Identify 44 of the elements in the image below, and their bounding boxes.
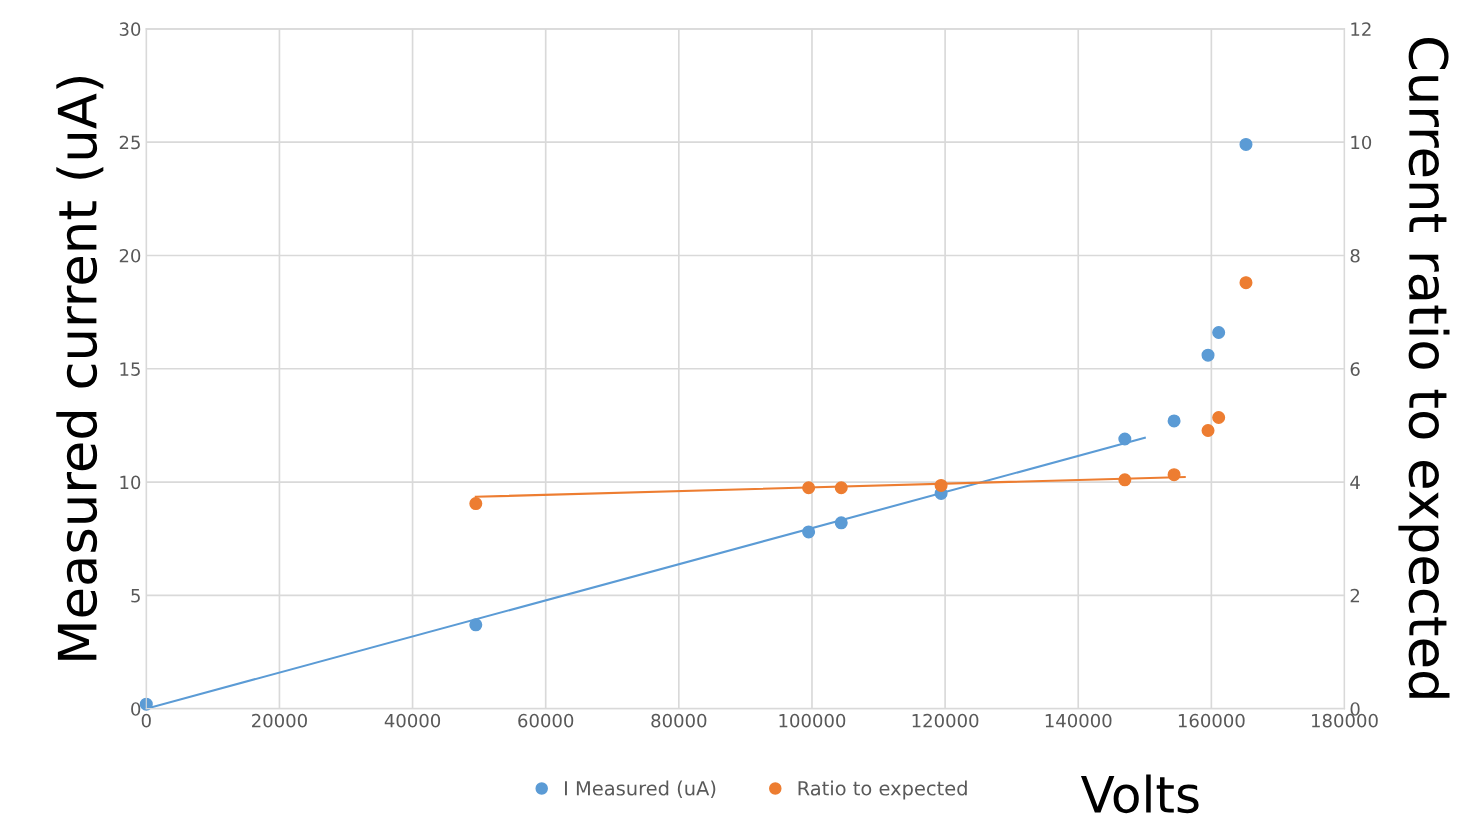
- y-axis-title: Measured current (uA): [56, 77, 104, 660]
- x-tick-label: 0: [141, 713, 151, 728]
- y-tick-label: 10: [120, 475, 141, 490]
- x-tick-label: 160000: [1178, 713, 1245, 728]
- y-tick-label: 20: [119, 248, 141, 263]
- y-tick-label: 25: [119, 135, 140, 150]
- y2-tick-label: 4: [1350, 475, 1360, 489]
- x-tick-label: 60000: [518, 713, 574, 728]
- point: [469, 497, 483, 511]
- point: [834, 516, 848, 530]
- point: [1239, 137, 1253, 151]
- x-tick-label: 40000: [384, 713, 441, 728]
- x-tick-label: 20000: [252, 713, 307, 728]
- point: [834, 481, 848, 495]
- y2-axis-title: Current ratio to expected: [1398, 37, 1450, 698]
- y2-tick-label: 12: [1351, 22, 1371, 36]
- point: [1167, 468, 1181, 482]
- point: [1118, 432, 1132, 446]
- y2-tick-label: 10: [1351, 135, 1372, 150]
- point: [1239, 276, 1253, 290]
- x-axis-title: Volts: [1080, 774, 1199, 814]
- x-tick-label: 120000: [912, 713, 979, 728]
- y-tick-label: 15: [120, 362, 140, 376]
- point: [1212, 410, 1226, 424]
- point: [1201, 424, 1215, 438]
- point: [934, 478, 948, 492]
- x-tick-label: 140000: [1045, 713, 1112, 728]
- point: [802, 525, 816, 539]
- point: [469, 618, 483, 632]
- legend-label: Ratio to expected: [798, 780, 967, 800]
- x-tick-label: 100000: [779, 713, 846, 728]
- y2-tick-label: 8: [1350, 248, 1360, 263]
- point: [802, 481, 816, 495]
- point: [1118, 473, 1132, 487]
- x-tick-label: 80000: [651, 713, 707, 728]
- y-tick-label: 5: [131, 589, 140, 603]
- point: [1212, 326, 1226, 340]
- y-tick-label: 0: [131, 702, 141, 716]
- point: [1201, 348, 1215, 362]
- point: [1167, 414, 1181, 428]
- y2-tick-label: 6: [1350, 362, 1360, 376]
- legend-label: I Measured (uA): [565, 780, 716, 798]
- y-tick-label: 30: [119, 22, 141, 36]
- y2-tick-label: 2: [1350, 588, 1360, 603]
